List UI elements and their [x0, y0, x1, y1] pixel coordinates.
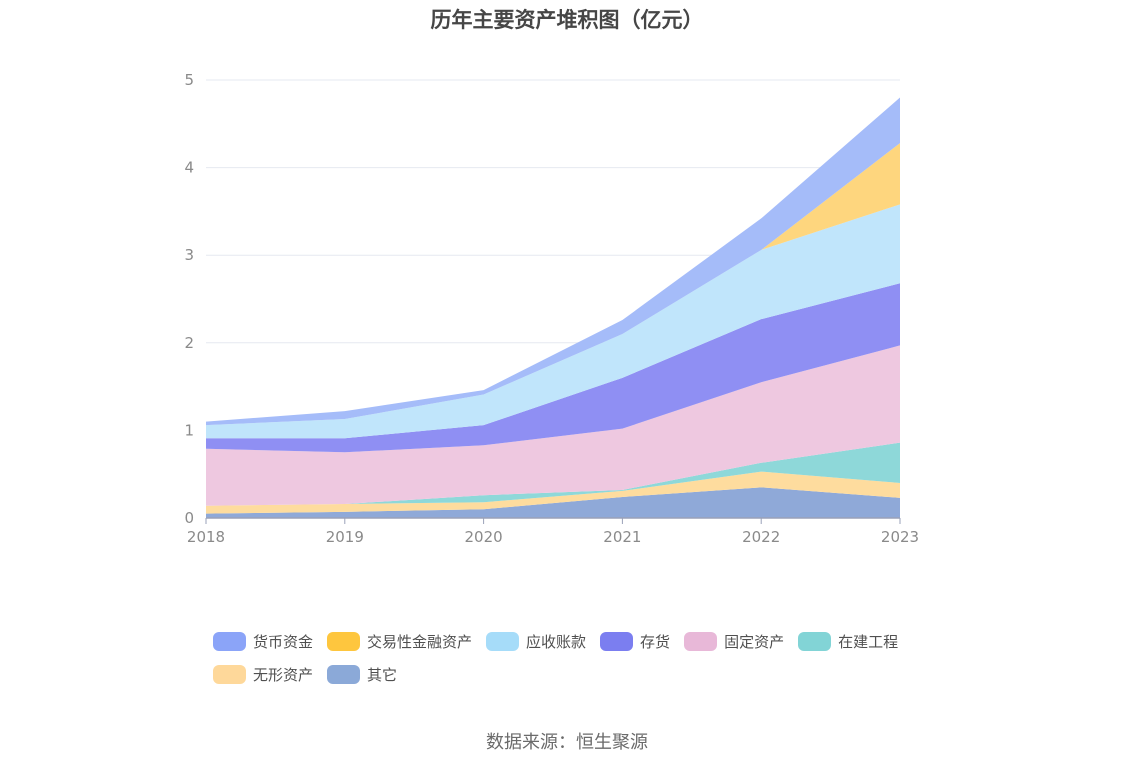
axes: 0 1 2 3 4 5 2018 2019 2020 2021 2022 2023: [184, 71, 919, 546]
legend-item[interactable]: 应收账款: [486, 630, 586, 652]
area-series-2[interactable]: [206, 442, 900, 506]
legend-item[interactable]: 存货: [600, 630, 670, 652]
chart-title: 历年主要资产堆积图（亿元）: [430, 8, 704, 32]
legend-swatch: [213, 631, 246, 651]
legend-item[interactable]: 其它: [327, 663, 397, 685]
legend-item[interactable]: 固定资产: [684, 630, 784, 652]
y-tick-label: 0: [184, 509, 194, 527]
x-tick-label: 2023: [881, 528, 919, 546]
area-series-3[interactable]: [206, 345, 900, 506]
legend-item[interactable]: 货币资金: [213, 630, 313, 652]
legend-label: 无形资产: [253, 665, 314, 684]
legend-label: 在建工程: [838, 632, 899, 651]
legend-swatch: [600, 631, 634, 651]
data-source: 数据来源：恒生聚源: [486, 732, 648, 753]
area-series-4[interactable]: [206, 283, 900, 453]
legend-label: 货币资金: [253, 632, 314, 651]
legend-label: 其它: [367, 665, 398, 684]
legend-item[interactable]: 交易性金融资产: [327, 630, 472, 652]
legend-label: 存货: [640, 632, 671, 651]
x-tick-label: 2022: [742, 528, 780, 546]
legend-label: 固定资产: [724, 632, 785, 651]
area-series-7[interactable]: [206, 97, 900, 426]
y-tick-label: 4: [184, 159, 194, 177]
legend-swatch: [684, 631, 718, 651]
x-tick-label: 2018: [187, 528, 225, 546]
legend-label: 应收账款: [526, 632, 587, 651]
y-tick-label: 1: [184, 421, 194, 439]
legend: 货币资金 交易性金融资产 应收账款 存货 固定资产 在建工程无形资产 其它: [213, 630, 973, 685]
x-tick-label: 2020: [465, 528, 503, 546]
legend-item[interactable]: 无形资产: [213, 663, 313, 685]
area-series-1[interactable]: [206, 471, 900, 514]
area-series-0[interactable]: [206, 487, 900, 518]
legend-swatch: [213, 664, 246, 684]
legend-swatch: [327, 664, 361, 684]
area-series: [206, 97, 900, 518]
legend-swatch: [798, 631, 832, 651]
y-tick-label: 2: [184, 334, 194, 352]
y-tick-label: 3: [184, 246, 194, 264]
legend-swatch: [327, 631, 361, 651]
legend-label: 交易性金融资产: [367, 632, 473, 651]
y-tick-label: 5: [184, 71, 194, 89]
legend-swatch: [486, 631, 520, 651]
area-series-5[interactable]: [206, 204, 900, 439]
legend-item[interactable]: 在建工程: [798, 630, 898, 652]
x-tick-label: 2019: [326, 528, 364, 546]
x-tick-label: 2021: [603, 528, 641, 546]
